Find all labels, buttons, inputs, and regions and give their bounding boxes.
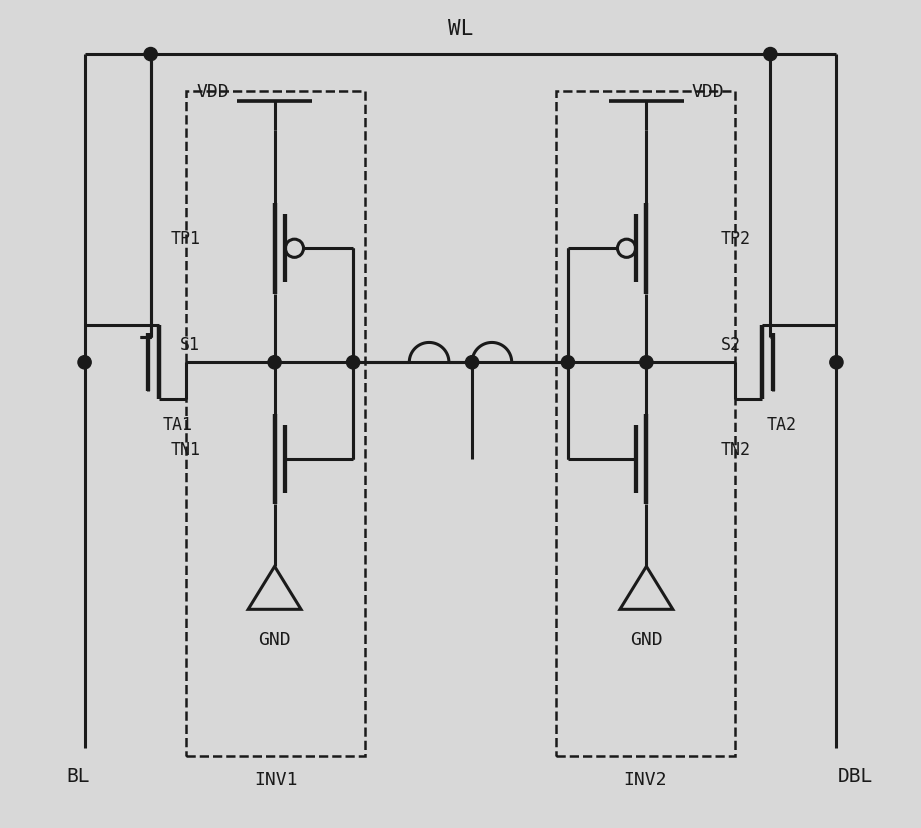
Bar	[555, 92, 735, 757]
Text: VDD: VDD	[692, 83, 725, 101]
Circle shape	[640, 356, 653, 369]
Text: INV2: INV2	[624, 770, 667, 787]
Text: TN1: TN1	[170, 440, 200, 459]
Circle shape	[830, 356, 843, 369]
Circle shape	[764, 48, 777, 61]
Text: S2: S2	[721, 335, 740, 354]
Circle shape	[78, 356, 91, 369]
Bar	[186, 92, 366, 757]
Text: GND: GND	[630, 630, 663, 648]
Text: BL: BL	[66, 766, 89, 785]
Circle shape	[561, 356, 575, 369]
Text: TA2: TA2	[766, 416, 796, 434]
Text: INV1: INV1	[254, 770, 297, 787]
Text: WL: WL	[448, 19, 473, 40]
Circle shape	[268, 356, 281, 369]
Text: GND: GND	[258, 630, 291, 648]
Text: DBL: DBL	[838, 766, 873, 785]
Circle shape	[346, 356, 360, 369]
Text: TA1: TA1	[163, 416, 193, 434]
Circle shape	[465, 356, 479, 369]
Text: VDD: VDD	[196, 83, 229, 101]
Text: TP1: TP1	[170, 230, 200, 248]
Circle shape	[144, 48, 157, 61]
Text: TN2: TN2	[721, 440, 751, 459]
Text: TP2: TP2	[721, 230, 751, 248]
Text: S1: S1	[181, 335, 200, 354]
